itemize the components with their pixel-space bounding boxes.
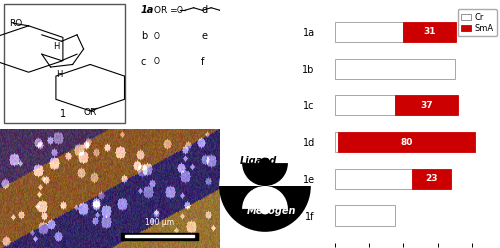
Text: H: H: [53, 42, 60, 51]
Text: 80: 80: [400, 138, 413, 147]
FancyBboxPatch shape: [4, 4, 126, 123]
Bar: [403, 22, 456, 42]
Text: O: O: [176, 6, 182, 15]
Wedge shape: [219, 140, 311, 186]
Bar: [334, 132, 338, 152]
Text: 31: 31: [424, 28, 436, 36]
Bar: [334, 22, 403, 42]
Wedge shape: [242, 163, 288, 186]
Circle shape: [260, 157, 270, 169]
Bar: [334, 169, 412, 189]
Text: 100 μm: 100 μm: [145, 217, 174, 227]
Text: 1a: 1a: [141, 5, 154, 15]
Bar: [334, 205, 394, 226]
Text: Ligand: Ligand: [240, 156, 277, 166]
Bar: [334, 59, 454, 79]
Wedge shape: [219, 186, 311, 232]
Legend: Cr, SmA: Cr, SmA: [458, 9, 497, 36]
Circle shape: [260, 203, 270, 215]
Text: O: O: [154, 57, 160, 66]
Text: 1: 1: [60, 109, 66, 119]
Text: c: c: [141, 57, 146, 67]
Text: 23: 23: [425, 174, 438, 183]
Text: OR =: OR =: [154, 6, 178, 15]
Text: f: f: [202, 57, 204, 67]
Text: O: O: [154, 31, 160, 41]
Bar: [334, 95, 394, 116]
Text: H: H: [56, 70, 62, 79]
Bar: [394, 95, 458, 116]
Bar: [412, 169, 451, 189]
Text: OR: OR: [84, 108, 97, 117]
Text: 37: 37: [420, 101, 432, 110]
Text: Mesogen: Mesogen: [247, 206, 296, 216]
Text: b: b: [141, 31, 147, 41]
Bar: [121, 233, 198, 240]
Text: e: e: [202, 31, 207, 41]
Bar: [126, 235, 194, 237]
Wedge shape: [242, 186, 288, 209]
Text: RO: RO: [9, 19, 22, 28]
Text: d: d: [202, 5, 207, 15]
Bar: [338, 132, 475, 152]
